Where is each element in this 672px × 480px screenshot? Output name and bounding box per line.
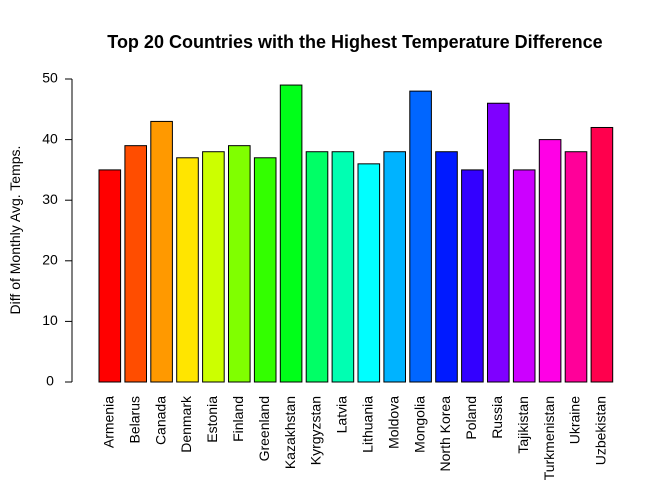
x-tick-label: North Korea (437, 396, 453, 472)
x-tick-label: Uzbekistan (593, 396, 609, 465)
x-tick-label: Mongolia (411, 396, 427, 453)
bar-ukraine (564, 151, 588, 383)
x-tick-label: Kazakhstan (282, 396, 298, 469)
x-tick-label: Greenland (256, 396, 272, 461)
bar-poland (461, 169, 484, 383)
y-tick-label: 40 (42, 130, 58, 146)
bar-north-korea (435, 151, 458, 383)
x-tick-label: Russia (489, 396, 505, 439)
y-tick-label: 30 (42, 191, 58, 207)
bar-lithuania (357, 163, 381, 383)
bar-turkmenistan (538, 139, 562, 383)
y-tick-label: 10 (42, 312, 58, 328)
bar-tajikistan (512, 169, 536, 383)
y-tick-label: 0 (46, 373, 54, 389)
x-tick-label: Denmark (178, 395, 194, 453)
bar-greenland (253, 157, 277, 383)
y-axis-label: Diff of Monthly Avg. Temps. (7, 146, 23, 315)
y-tick-label: 50 (42, 70, 58, 86)
x-tick-label: Estonia (204, 396, 220, 443)
x-tick-label: Belarus (126, 396, 142, 443)
bar-russia (487, 102, 510, 383)
x-tick-label: Tajikistan (515, 396, 531, 454)
x-tick-label: Ukraine (567, 396, 583, 444)
bar-uzbekistan (590, 126, 614, 383)
bar-denmark (176, 157, 199, 383)
bars-group (98, 84, 614, 383)
bar-estonia (202, 151, 225, 383)
bar-moldova (383, 151, 406, 383)
x-tick-label: Lithuania (360, 396, 376, 453)
bar-canada (150, 120, 173, 383)
x-tick-label: Turkmenistan (541, 396, 557, 480)
y-tick-label: 20 (42, 252, 58, 268)
bar-armenia (98, 169, 122, 383)
x-tick-label: Finland (230, 396, 246, 442)
x-tick-label: Armenia (101, 396, 117, 448)
x-tick-label: Canada (152, 396, 168, 445)
category-labels: Armenia Belarus Canada Denmark Estonia Finlan… (101, 395, 609, 480)
bar-kazakhstan (279, 84, 303, 383)
x-tick-label: Kyrgyzstan (308, 396, 324, 465)
x-tick-label: Latvia (334, 396, 350, 434)
bar-kyrgyzstan (305, 151, 329, 383)
bar-belarus (124, 145, 148, 383)
x-tick-label: Moldova (385, 396, 401, 449)
y-axis: 0 10 20 30 40 50 (42, 70, 73, 389)
bar-latvia (331, 151, 355, 383)
x-tick-label: Poland (463, 396, 479, 440)
bar-finland (228, 145, 251, 383)
bar-mongolia (409, 90, 432, 383)
chart-title: Top 20 Countries with the Highest Temper… (107, 32, 602, 52)
